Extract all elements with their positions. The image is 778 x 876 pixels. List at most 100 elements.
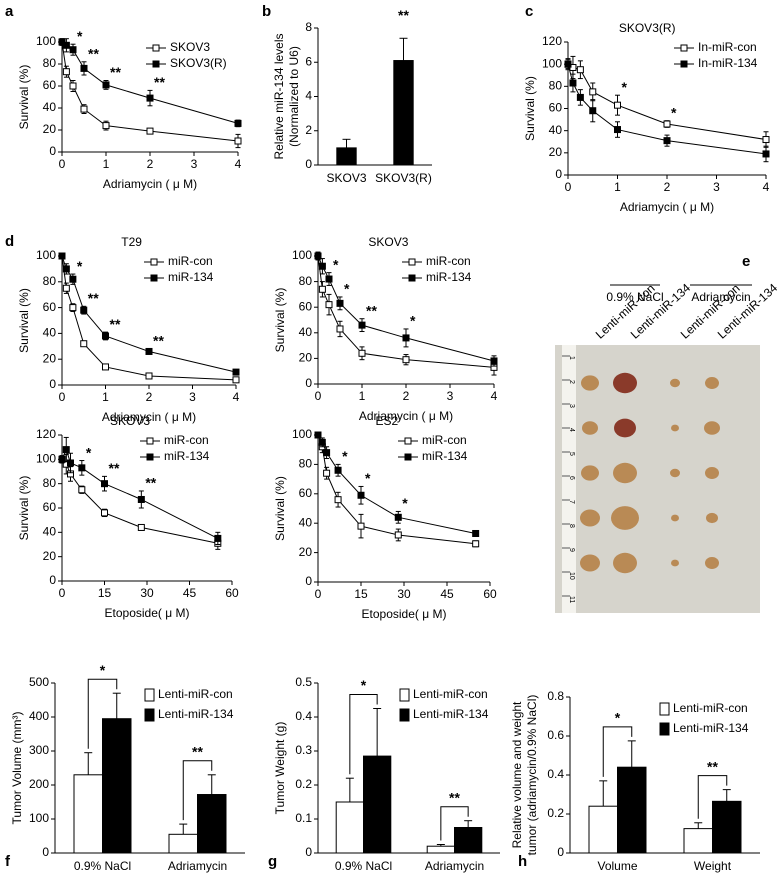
marker — [62, 68, 70, 76]
y-tick-label: 60 — [43, 500, 57, 514]
x-tick-label: 4 — [491, 389, 498, 403]
y-tick-label: 0.4 — [295, 709, 312, 723]
y-tick-label: 2 — [305, 123, 312, 137]
panel-letter: g — [268, 853, 277, 870]
y-tick-label: 4 — [305, 89, 312, 103]
x-tick-label: 0 — [59, 586, 66, 600]
marker — [402, 356, 410, 364]
marker — [232, 368, 240, 376]
y-tick-label: 8 — [305, 20, 312, 34]
significance: ** — [110, 316, 121, 332]
marker — [323, 469, 331, 477]
y-tick-label: 60 — [299, 486, 313, 500]
x-tick-label: Adriamycin — [168, 859, 227, 873]
y-tick-label: 200 — [29, 777, 49, 791]
marker — [69, 82, 77, 90]
tumor — [613, 552, 637, 574]
y-axis-label: Tumor Weight (g) — [273, 722, 287, 815]
y-axis-label: Survival (%) — [273, 476, 287, 541]
chart-title: ES2 — [375, 414, 398, 428]
significance: ** — [154, 74, 165, 90]
marker — [58, 252, 66, 260]
marker — [146, 94, 154, 102]
marker — [357, 522, 365, 530]
x-axis-label: Etoposide( μ M) — [105, 606, 190, 620]
ruler-mark: 1 — [568, 356, 575, 360]
marker — [69, 275, 77, 283]
y-tick-label: 0 — [305, 845, 312, 859]
legend-label: Lenti-miR-134 — [413, 707, 489, 721]
legend-label: SKOV3 — [170, 40, 210, 54]
x-tick-label: 0 — [315, 587, 322, 601]
legend-marker — [152, 44, 160, 52]
y-tick-label: 0 — [49, 573, 56, 587]
y-tick-label: 6 — [305, 54, 312, 68]
legend-swatch — [659, 722, 670, 736]
y-tick-label: 40 — [43, 525, 57, 539]
x-tick-label: 0 — [315, 389, 322, 403]
marker — [614, 101, 621, 109]
chart-title: SKOV3(R) — [619, 21, 676, 35]
y-tick-label: 80 — [43, 476, 57, 490]
x-tick-label: 30 — [140, 586, 154, 600]
marker — [62, 41, 70, 49]
panel-letter: e — [742, 253, 750, 270]
y-axis-label: Relative volume and weight — [510, 701, 524, 848]
marker — [145, 372, 153, 380]
ruler-mark: 6 — [568, 476, 575, 480]
tumor — [705, 557, 719, 569]
y-tick-label: 100 — [292, 427, 312, 441]
y-tick-label: 0 — [555, 167, 562, 181]
significance: ** — [707, 758, 718, 774]
x-tick-label: 4 — [233, 390, 240, 404]
marker — [472, 529, 480, 537]
legend-label: Lenti-miR-134 — [158, 707, 234, 721]
marker — [336, 299, 344, 307]
legend-marker — [404, 453, 412, 461]
marker — [102, 363, 109, 371]
ruler-mark: 2 — [568, 380, 575, 384]
significance: ** — [398, 7, 409, 23]
marker — [334, 466, 342, 474]
marker — [589, 107, 597, 115]
y-tick-label: 40 — [299, 325, 313, 339]
ruler-mark: 9 — [568, 548, 575, 552]
x-tick-label: 1 — [614, 180, 621, 194]
legend-marker — [150, 258, 158, 266]
marker — [101, 509, 108, 517]
x-tick-label: 60 — [483, 587, 497, 601]
y-tick-label: 0 — [305, 376, 312, 390]
significance: ** — [366, 302, 377, 318]
tumor — [613, 372, 637, 394]
ruler-mark: 10 — [568, 572, 575, 580]
x-tick-label: 4 — [763, 180, 770, 194]
y-tick-label: 0 — [305, 157, 312, 171]
y-tick-label: 0.3 — [295, 743, 312, 757]
bar — [336, 147, 357, 166]
panel-letter: d — [5, 233, 14, 250]
marker — [58, 455, 66, 463]
y-tick-label: 40 — [43, 100, 57, 114]
panel-letter: c — [525, 3, 533, 20]
y-axis-label: Survival (%) — [17, 288, 31, 353]
y-tick-label: 100 — [29, 811, 49, 825]
x-axis-label: Adriamycin ( μ M) — [103, 177, 197, 191]
chart-title: SKOV3 — [368, 235, 408, 249]
x-tick-label: 30 — [397, 587, 411, 601]
marker — [394, 513, 402, 521]
marker — [318, 438, 326, 446]
significance: ** — [110, 64, 121, 80]
y-tick-label: 40 — [549, 123, 563, 137]
legend-swatch — [144, 708, 155, 722]
legend-label: In-miR-134 — [698, 56, 758, 70]
tumor — [704, 421, 720, 435]
legend-label: miR-con — [164, 433, 209, 447]
marker — [325, 275, 333, 283]
marker — [234, 137, 242, 145]
y-tick-label: 40 — [43, 326, 57, 340]
marker — [146, 127, 154, 135]
y-tick-label: 80 — [299, 274, 313, 288]
marker — [490, 357, 498, 365]
y-tick-label: 100 — [36, 452, 56, 466]
bar — [393, 60, 414, 166]
